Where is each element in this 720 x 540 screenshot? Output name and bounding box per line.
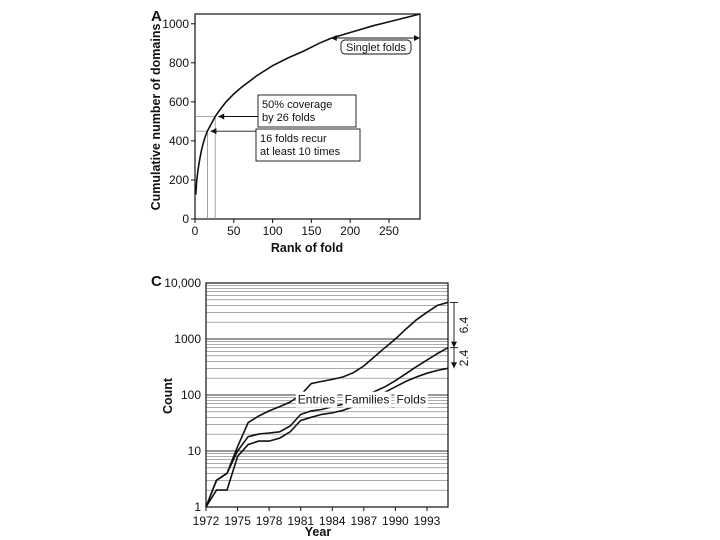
recur-annotation-text: 16 folds recur	[260, 133, 327, 145]
y-tick-label: 400	[169, 134, 189, 148]
ratio-label: 2.4	[457, 349, 471, 366]
series-label-folds: Folds	[397, 393, 426, 407]
recur-arrowhead	[210, 128, 217, 135]
panel-a-y-axis-title: Cumulative number of domains	[149, 24, 163, 211]
series-line-families	[205, 346, 449, 508]
series-label-entries: Entries	[298, 393, 335, 407]
x-tick-label: 1978	[256, 514, 283, 528]
series-line-folds	[205, 367, 449, 508]
series-label-bg	[295, 391, 338, 408]
coverage-annotation-text: 50% coverage	[262, 99, 332, 111]
panel-c-y-axis-title: Count	[161, 377, 175, 414]
y-tick-label: 100	[181, 388, 201, 402]
panel-a: A 0 50 100 150 200 250 0 200 400 600 800 1000 50% c…	[149, 8, 421, 255]
x-tick-label: 0	[192, 224, 199, 238]
panel-c: C 1972 1975 1978 1981 1984 1987 1990 1993 1 10 100…	[151, 273, 471, 539]
y-tick-label: 200	[169, 173, 189, 187]
panel-c-frame	[205, 282, 449, 508]
panel-a-x-axis-title: Rank of fold	[271, 241, 343, 255]
y-tick-label: 10,000	[164, 276, 201, 290]
x-tick-label: 150	[301, 224, 321, 238]
panel-a-label: A	[151, 8, 162, 25]
y-tick-label: 600	[169, 95, 189, 109]
x-tick-label: 200	[340, 224, 360, 238]
x-tick-label: 1987	[350, 514, 377, 528]
x-tick-label: 1984	[319, 514, 346, 528]
y-tick-label: 10	[188, 444, 202, 458]
y-tick-label: 1	[194, 500, 201, 514]
x-tick-label: 100	[263, 224, 283, 238]
y-tick-label: 1000	[162, 17, 189, 31]
y-tick-label: 800	[169, 56, 189, 70]
ratio-label: 6.4	[457, 316, 471, 333]
ratio-arrowhead	[451, 362, 457, 369]
recur-annotation-text: at least 10 times	[260, 146, 341, 158]
x-tick-label: 250	[379, 224, 399, 238]
x-tick-label: 1993	[414, 514, 441, 528]
y-tick-label: 1000	[174, 332, 201, 346]
panel-c-x-axis-title: Year	[305, 525, 332, 539]
coverage-annotation-box	[257, 94, 357, 128]
x-tick-label: 1990	[382, 514, 409, 528]
x-tick-label: 1972	[193, 514, 220, 528]
series-label-bg	[394, 391, 428, 408]
singlet-arrowhead-left	[330, 35, 337, 41]
x-tick-label: 50	[227, 224, 241, 238]
singlet-annotation-text: Singlet folds	[346, 42, 406, 54]
series-label-bg	[342, 391, 392, 408]
coverage-arrowhead	[218, 113, 225, 120]
series-label-families: Families	[345, 393, 390, 407]
singlet-arrowhead-right	[414, 35, 420, 41]
singlet-annotation-box	[340, 39, 412, 55]
panel-c-label: C	[151, 273, 162, 290]
y-tick-label: 0	[182, 212, 189, 226]
recur-annotation-box	[255, 128, 361, 162]
series-line-entries	[205, 301, 449, 508]
coverage-annotation-text: by 26 folds	[262, 112, 316, 124]
ratio-arrowhead	[451, 341, 457, 348]
x-tick-label: 1981	[287, 514, 314, 528]
x-tick-label: 1975	[224, 514, 251, 528]
